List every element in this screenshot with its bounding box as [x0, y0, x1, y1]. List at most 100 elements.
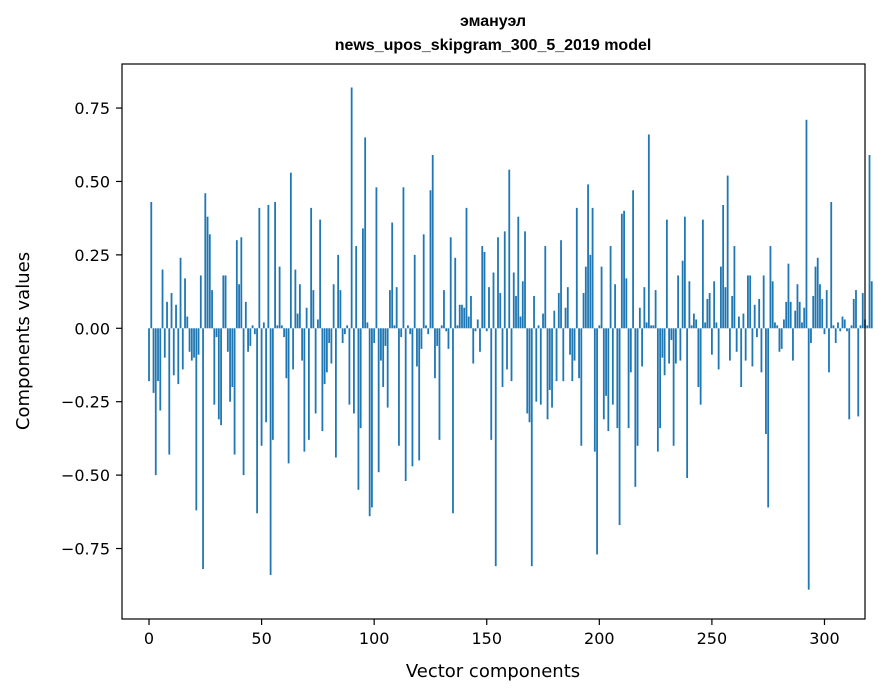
bar-171 — [533, 295, 535, 329]
bar-152 — [490, 328, 493, 440]
bar-96 — [364, 137, 367, 329]
bar-271 — [758, 298, 761, 329]
bar-242 — [692, 313, 695, 329]
bar-315 — [857, 328, 860, 417]
bar-162 — [512, 272, 515, 329]
bar-303 — [830, 202, 833, 329]
x-tick-label: 150 — [471, 629, 502, 648]
bar-183 — [560, 240, 562, 329]
x-axis-label: Vector components — [406, 661, 580, 682]
bar-13 — [177, 328, 180, 385]
bar-10 — [170, 293, 173, 329]
bar-43 — [244, 301, 247, 329]
bar-15 — [181, 328, 184, 370]
bar-232 — [670, 328, 673, 341]
bar-252 — [715, 322, 718, 329]
bar-221 — [645, 322, 648, 329]
bar-269 — [753, 304, 756, 329]
bar-45 — [249, 328, 252, 346]
bar-218 — [638, 307, 641, 329]
bar-54 — [269, 328, 272, 575]
bar-207 — [614, 284, 616, 329]
bar-146 — [476, 319, 479, 329]
bar-111 — [398, 328, 400, 446]
bar-205 — [609, 246, 612, 329]
bar-259 — [731, 295, 734, 329]
y-tick-label: −0.25 — [61, 393, 110, 412]
bar-79 — [325, 328, 328, 373]
bar-277 — [771, 281, 774, 329]
bar-279 — [776, 325, 779, 329]
y-tick-label: −0.75 — [61, 540, 110, 559]
bar-297 — [816, 257, 819, 329]
bar-173 — [537, 325, 540, 329]
bar-135 — [452, 328, 454, 514]
bar-102 — [377, 328, 380, 473]
bar-264 — [742, 313, 745, 329]
bar-138 — [458, 304, 461, 329]
bar-233 — [672, 328, 675, 446]
bar-312 — [850, 325, 853, 329]
bar-46 — [251, 325, 254, 329]
bar-26 — [206, 216, 209, 329]
bar-141 — [465, 207, 468, 329]
bar-131 — [443, 290, 445, 329]
bar-193 — [582, 293, 585, 329]
bar-142 — [467, 316, 470, 329]
bar-93 — [357, 328, 360, 490]
bar-267 — [749, 275, 752, 329]
bar-190 — [575, 207, 578, 329]
bar-316 — [859, 325, 862, 329]
bar-27 — [208, 234, 211, 329]
bar-298 — [819, 284, 821, 329]
bar-257 — [726, 175, 729, 329]
bar-12 — [175, 304, 177, 329]
bar-211 — [623, 210, 625, 329]
bar-85 — [339, 290, 342, 329]
bar-217 — [636, 328, 639, 446]
bar-256 — [724, 287, 727, 329]
bar-299 — [821, 298, 824, 329]
bar-55 — [271, 328, 274, 440]
bar-172 — [535, 328, 538, 402]
bar-116 — [409, 328, 412, 335]
bar-284 — [787, 263, 790, 329]
bar-78 — [323, 328, 326, 385]
bar-281 — [780, 328, 783, 349]
bar-147 — [479, 328, 481, 352]
bar-220 — [643, 287, 646, 329]
bar-104 — [382, 328, 385, 388]
bar-89 — [348, 328, 351, 405]
bar-94 — [359, 328, 362, 429]
bar-249 — [708, 293, 711, 329]
bar-103 — [380, 328, 382, 361]
bar-179 — [551, 328, 553, 408]
bar-295 — [812, 295, 815, 329]
bar-124 — [427, 328, 430, 335]
bar-2 — [152, 328, 155, 393]
bar-237 — [681, 260, 684, 329]
bar-196 — [589, 254, 592, 329]
bar-307 — [839, 328, 842, 332]
bar-310 — [846, 328, 848, 332]
bar-63 — [289, 172, 292, 329]
bar-234 — [674, 328, 677, 364]
bar-7 — [163, 328, 166, 358]
bar-11 — [172, 328, 175, 376]
bar-73 — [312, 290, 315, 329]
bar-278 — [774, 322, 776, 329]
bar-262 — [738, 316, 740, 329]
bar-286 — [792, 328, 794, 361]
bar-213 — [627, 328, 630, 429]
bar-280 — [778, 328, 781, 352]
bar-274 — [765, 328, 767, 434]
y-axis-ticks: −0.75 −0.50 −0.25 0.00 0.25 0.50 0.75 — [61, 99, 122, 559]
bar-87 — [344, 328, 346, 335]
bar-16 — [184, 278, 186, 329]
bar-306 — [837, 322, 839, 329]
bar-51 — [262, 322, 265, 329]
bar-158 — [503, 231, 506, 329]
bar-100 — [373, 328, 376, 343]
bar-68 — [301, 328, 304, 361]
bar-226 — [656, 328, 659, 452]
